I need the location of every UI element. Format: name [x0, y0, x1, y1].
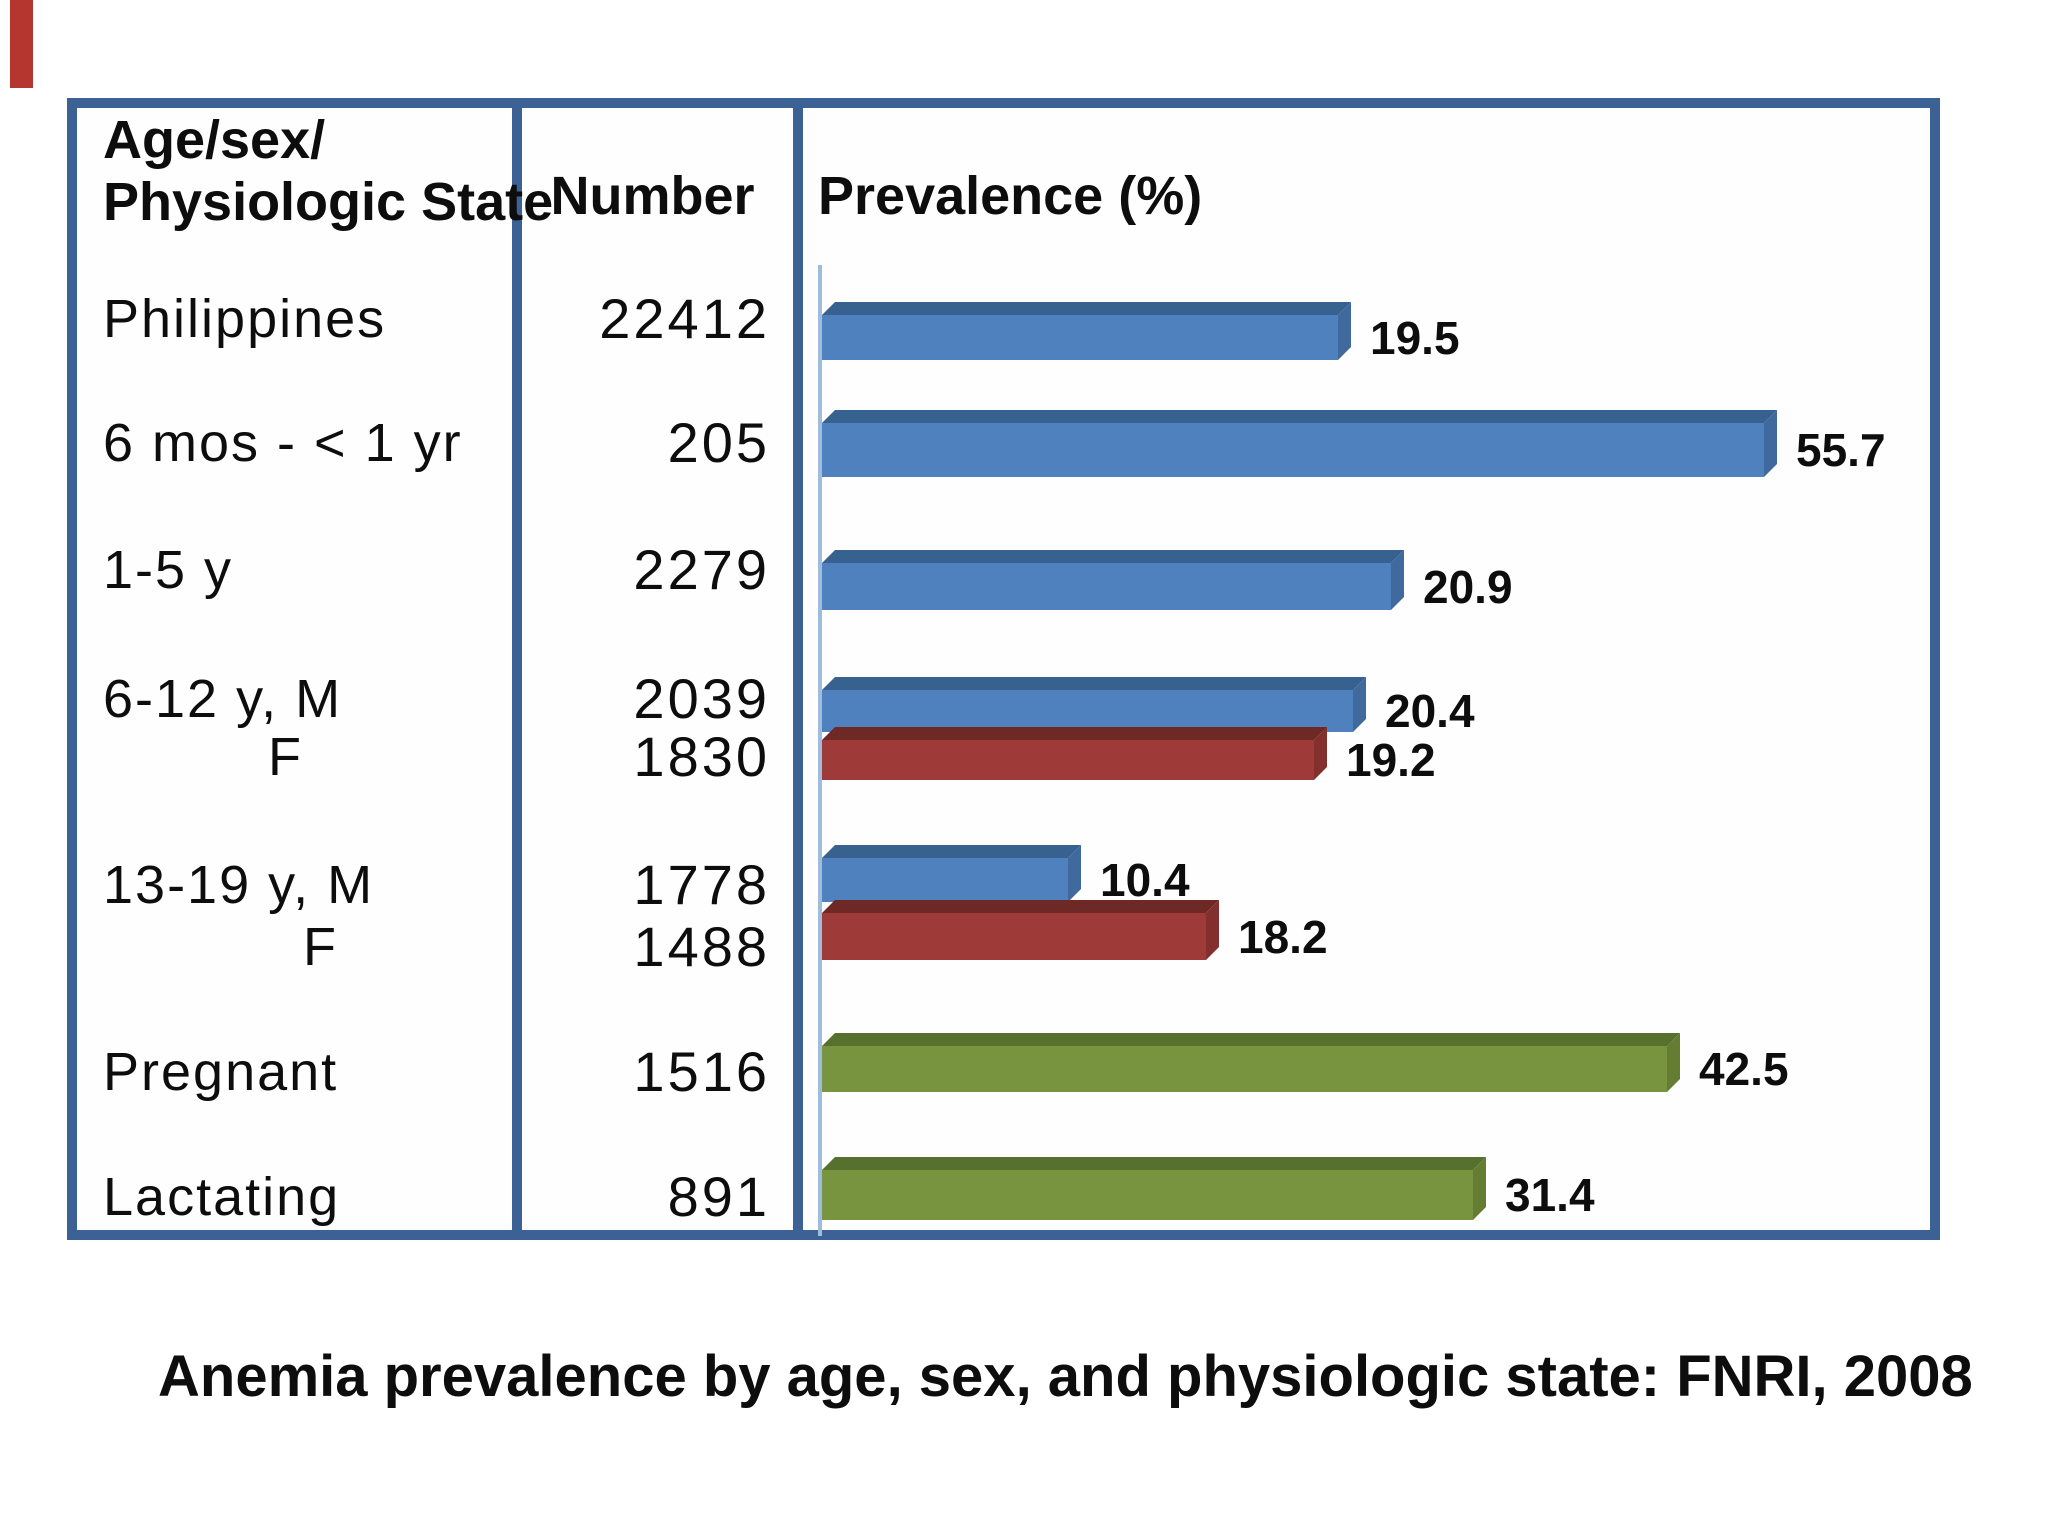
col2-header: Number	[550, 166, 755, 226]
number-cell-philippines: 22412	[599, 287, 770, 350]
bar-top-face	[822, 410, 1777, 423]
number-cell-6-12-y-f: 1830	[633, 725, 770, 788]
number-cell-13-19-y-f: 1488	[633, 915, 770, 978]
bar-philippines	[822, 302, 1351, 360]
column-divider-2	[793, 98, 803, 1240]
row-label-1-5-y: 1-5 y	[103, 540, 234, 600]
bar-top-face	[822, 302, 1351, 315]
bar-6-12-y-m	[822, 677, 1366, 732]
row-label-6-12-y-f: F	[268, 727, 303, 787]
value-label-13-19-y-m: 10.4	[1100, 854, 1190, 906]
value-label-philippines: 19.5	[1370, 312, 1460, 364]
col1-header-line1: Age/sex/	[103, 110, 326, 170]
value-label-6-12-y-m: 20.4	[1385, 685, 1475, 737]
bar-6-12-y-f	[822, 727, 1327, 780]
value-label-13-19-y-f: 18.2	[1238, 911, 1328, 963]
bar-top-face	[822, 1033, 1680, 1046]
number-cell-pregnant: 1516	[633, 1040, 770, 1103]
bar-top-face	[822, 845, 1081, 858]
column-divider-1	[512, 98, 522, 1240]
row-label-6-12-y-m: 6-12 y, M	[103, 669, 343, 729]
row-label-philippines: Philippines	[103, 289, 387, 349]
number-cell-lactating: 891	[667, 1165, 770, 1228]
row-label-13-19-y-f: F	[303, 917, 338, 977]
bar-6-mos-1-yr	[822, 410, 1777, 477]
bar-lactating	[822, 1157, 1486, 1220]
value-label-pregnant: 42.5	[1699, 1043, 1789, 1095]
number-cell-1-5-y: 2279	[633, 538, 770, 601]
bar-top-face	[822, 550, 1404, 563]
bar-1-5-y	[822, 550, 1404, 610]
bar-pregnant	[822, 1033, 1680, 1092]
value-label-lactating: 31.4	[1505, 1169, 1595, 1221]
col1-header-line2: Physiologic State	[103, 172, 554, 232]
row-label-13-19-y-m: 13-19 y, M	[103, 855, 375, 915]
row-label-lactating: Lactating	[103, 1167, 341, 1227]
red-artifact-strip	[10, 0, 33, 88]
value-label-1-5-y: 20.9	[1423, 561, 1513, 613]
chart-caption: Anemia prevalence by age, sex, and physi…	[158, 1344, 1973, 1409]
bar-top-face	[822, 677, 1366, 690]
row-label-pregnant: Pregnant	[103, 1042, 339, 1102]
number-cell-6-mos-1-yr: 205	[667, 411, 770, 474]
bar-top-face	[822, 1157, 1486, 1170]
value-label-6-12-y-f: 19.2	[1346, 734, 1436, 786]
bar-13-19-y-f	[822, 900, 1219, 960]
bar-13-19-y-m	[822, 845, 1081, 902]
bar-top-face	[822, 900, 1219, 913]
row-label-6-mos-1-yr: 6 mos - < 1 yr	[103, 413, 463, 473]
number-cell-6-12-y-m: 2039	[633, 667, 770, 730]
number-cell-13-19-y-m: 1778	[633, 853, 770, 916]
col3-header: Prevalence (%)	[818, 166, 1203, 226]
value-label-6-mos-1-yr: 55.7	[1796, 424, 1886, 476]
bar-top-face	[822, 727, 1327, 740]
value-axis-line	[818, 265, 822, 1236]
